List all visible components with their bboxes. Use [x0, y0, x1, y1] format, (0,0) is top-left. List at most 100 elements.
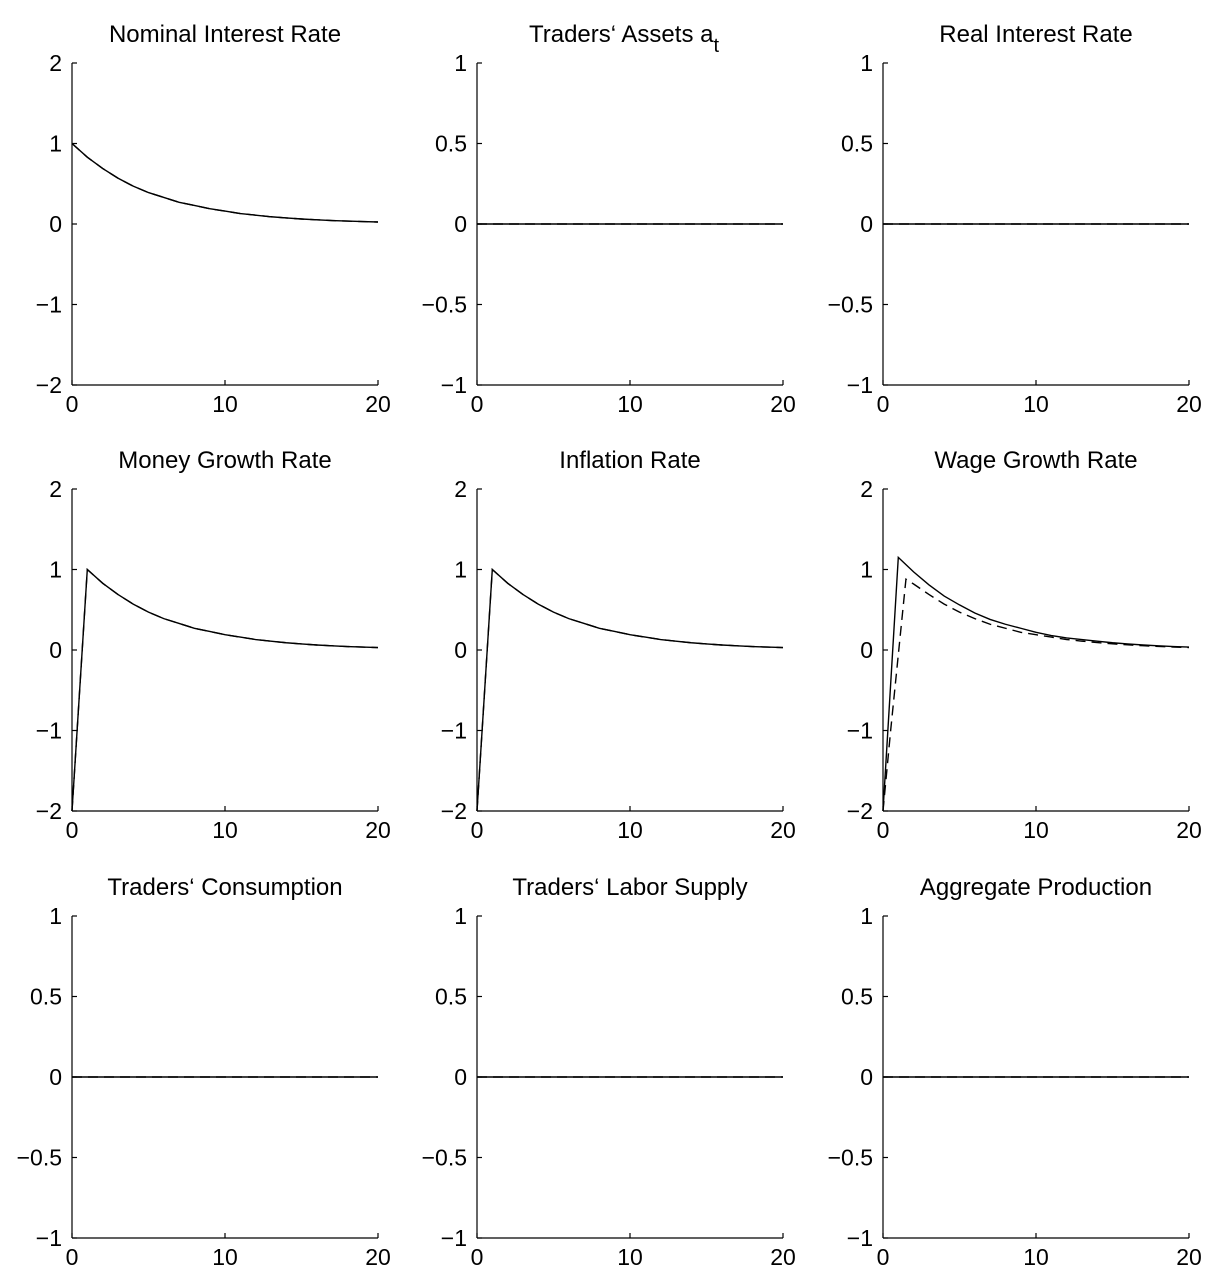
y-tick-label: 1 — [49, 903, 62, 929]
y-tick-label: −0.5 — [17, 1145, 62, 1171]
x-tick-label: 20 — [365, 1244, 391, 1270]
y-tick-label: −2 — [847, 798, 873, 824]
series-line-solid — [882, 555, 1190, 812]
x-tick-label: 10 — [212, 1244, 238, 1270]
y-tick-label: −0.5 — [422, 1145, 467, 1171]
y-tick-label: 0 — [860, 211, 873, 237]
x-tick-label: 20 — [770, 817, 796, 843]
chart-panel-3: Real Interest Rate−1−0.500.510 10 20 — [828, 21, 1202, 417]
chart-title: Traders‘ Assets at — [529, 21, 720, 57]
y-tick-label: −2 — [36, 372, 62, 398]
y-tick-label: −2 — [441, 798, 467, 824]
x-tick-label: 0 — [877, 817, 890, 843]
y-tick-label: 1 — [49, 557, 62, 583]
x-tick-label: 20 — [770, 391, 796, 417]
chart-title: Nominal Interest Rate — [109, 21, 341, 48]
x-tick-label: 20 — [1176, 817, 1202, 843]
y-tick-label: −1 — [36, 718, 62, 744]
y-tick-label: 1 — [454, 50, 467, 76]
x-tick-label: 10 — [617, 1244, 643, 1270]
series-line-dashed — [71, 142, 379, 223]
x-tick-label: 0 — [471, 1244, 484, 1270]
x-tick-label: 10 — [212, 391, 238, 417]
y-tick-label: 0.5 — [435, 131, 467, 157]
x-tick-label: 0 — [66, 817, 79, 843]
chart-panel-9: Aggregate Production−1−0.500.510 10 20 — [828, 874, 1202, 1270]
chart-title: Real Interest Rate — [939, 21, 1132, 48]
x-tick-label: 20 — [1176, 391, 1202, 417]
chart-title: Traders‘ Labor Supply — [512, 874, 747, 901]
x-tick-label: 0 — [66, 391, 79, 417]
y-tick-label: −1 — [847, 718, 873, 744]
y-tick-label: 1 — [860, 903, 873, 929]
y-tick-label: 2 — [49, 50, 62, 76]
chart-title: Aggregate Production — [920, 874, 1152, 901]
y-tick-label: 0 — [49, 211, 62, 237]
x-tick-label: 10 — [1023, 391, 1049, 417]
y-tick-label: −1 — [441, 372, 467, 398]
x-tick-label: 10 — [1023, 817, 1049, 843]
y-tick-label: 0 — [860, 1064, 873, 1090]
x-tick-label: 20 — [365, 391, 391, 417]
y-tick-label: 0 — [454, 1064, 467, 1090]
y-tick-label: −2 — [36, 798, 62, 824]
x-tick-label: 0 — [877, 391, 890, 417]
x-tick-label: 0 — [471, 391, 484, 417]
y-tick-label: −1 — [36, 1225, 62, 1251]
series-line-solid — [71, 142, 379, 223]
x-tick-label: 0 — [877, 1244, 890, 1270]
y-tick-label: 2 — [454, 476, 467, 502]
y-tick-label: −0.5 — [828, 292, 873, 318]
y-tick-label: 1 — [454, 903, 467, 929]
series-line-solid — [476, 568, 784, 812]
y-tick-label: 0.5 — [30, 984, 62, 1010]
y-tick-label: 0.5 — [841, 984, 873, 1010]
y-tick-label: 1 — [860, 50, 873, 76]
y-tick-label: 0.5 — [841, 131, 873, 157]
x-tick-label: 10 — [617, 391, 643, 417]
y-tick-label: −1 — [847, 372, 873, 398]
y-tick-label: 0 — [49, 637, 62, 663]
y-tick-label: 1 — [860, 557, 873, 583]
y-tick-label: 1 — [454, 557, 467, 583]
chart-title-subscript: t — [713, 35, 719, 57]
y-tick-label: −1 — [847, 1225, 873, 1251]
series-line-dashed — [71, 568, 379, 812]
chart-title: Traders‘ Consumption — [107, 874, 342, 901]
y-tick-label: 0 — [454, 637, 467, 663]
y-tick-label: 0.5 — [435, 984, 467, 1010]
series-line-dashed — [882, 577, 1190, 812]
y-tick-label: −1 — [36, 292, 62, 318]
series-line-solid — [71, 568, 379, 812]
y-tick-label: 2 — [860, 476, 873, 502]
y-tick-label: 0 — [49, 1064, 62, 1090]
y-tick-label: 0 — [454, 211, 467, 237]
x-tick-label: 10 — [212, 817, 238, 843]
x-tick-label: 20 — [1176, 1244, 1202, 1270]
y-tick-label: −0.5 — [828, 1145, 873, 1171]
y-tick-label: 0 — [860, 637, 873, 663]
y-tick-label: −1 — [441, 718, 467, 744]
y-tick-label: 2 — [49, 476, 62, 502]
y-tick-label: −0.5 — [422, 292, 467, 318]
series-line-dashed — [476, 568, 784, 812]
x-tick-label: 0 — [66, 1244, 79, 1270]
chart-panel-8: Traders‘ Labor Supply−1−0.500.510 10 20 — [422, 874, 796, 1270]
chart-panel-7: Traders‘ Consumption−1−0.500.510 10 20 — [17, 874, 391, 1270]
x-tick-label: 20 — [365, 817, 391, 843]
x-tick-label: 10 — [617, 817, 643, 843]
x-tick-label: 0 — [471, 817, 484, 843]
chart-title: Money Growth Rate — [118, 447, 331, 474]
y-tick-label: 1 — [49, 131, 62, 157]
y-tick-label: −1 — [441, 1225, 467, 1251]
chart-title: Wage Growth Rate — [934, 447, 1137, 474]
x-tick-label: 20 — [770, 1244, 796, 1270]
chart-title: Inflation Rate — [559, 447, 700, 474]
x-tick-label: 10 — [1023, 1244, 1049, 1270]
chart-panel-2: Traders‘ Assets at−1−0.500.510 10 20 — [422, 21, 796, 417]
